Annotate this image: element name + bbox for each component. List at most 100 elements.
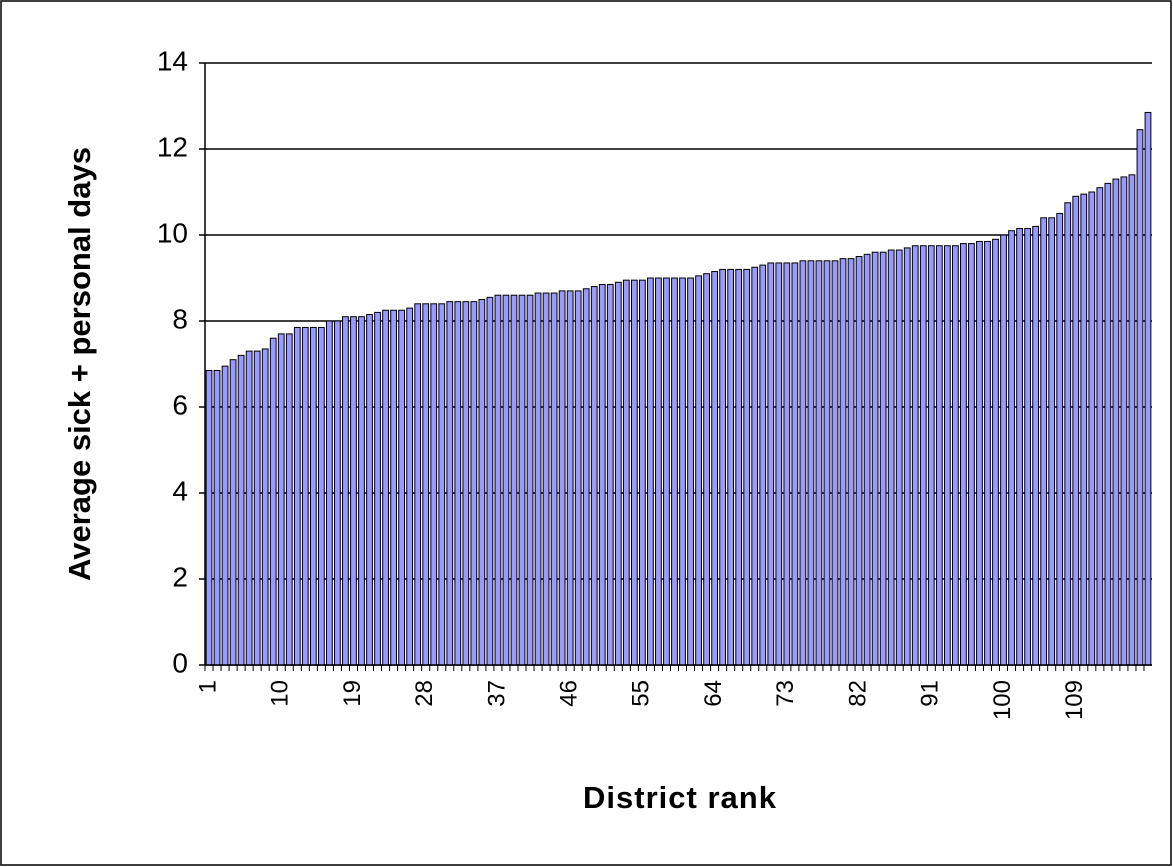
bar	[566, 290, 574, 666]
x-tick-label: 109	[1061, 680, 1088, 720]
bar	[871, 251, 879, 666]
bar	[462, 301, 470, 666]
bar	[454, 301, 462, 666]
bar	[606, 283, 614, 666]
bar	[855, 256, 863, 666]
bar	[350, 316, 357, 666]
bar	[1144, 111, 1152, 666]
bar	[831, 260, 839, 666]
y-tick-label: 12	[157, 131, 188, 162]
bar	[743, 268, 751, 666]
bar	[735, 268, 743, 666]
bar	[1096, 187, 1104, 666]
bar	[783, 262, 791, 666]
bar	[277, 333, 285, 666]
bar	[655, 277, 662, 666]
bar	[558, 290, 566, 666]
x-axis-title: District rank	[583, 780, 777, 815]
bar	[1072, 195, 1080, 666]
bar	[1024, 228, 1031, 666]
bar	[317, 326, 325, 666]
bar	[309, 326, 317, 666]
bar	[663, 277, 670, 666]
bar	[807, 260, 815, 666]
bar	[253, 350, 261, 666]
bar	[398, 309, 406, 666]
bar	[911, 245, 919, 666]
x-tick-label: 37	[483, 680, 510, 707]
bar	[382, 309, 389, 666]
bar	[727, 268, 735, 666]
bar	[510, 294, 518, 666]
bar	[951, 245, 959, 666]
bar	[847, 258, 855, 666]
bar	[919, 245, 927, 666]
bar	[992, 238, 999, 666]
bar	[935, 245, 943, 666]
bar	[550, 292, 558, 666]
bar	[695, 275, 702, 666]
bar	[960, 243, 967, 666]
bar	[582, 288, 590, 666]
bar	[759, 264, 767, 666]
bar	[775, 262, 783, 666]
bar	[751, 266, 759, 666]
bar	[1048, 217, 1056, 666]
bar	[1112, 178, 1120, 666]
x-tick-label: 1	[194, 680, 221, 693]
y-tick-label: 10	[157, 217, 188, 248]
bar	[1120, 176, 1128, 666]
bar	[719, 268, 727, 666]
x-tick-label: 46	[556, 680, 583, 707]
bar	[1080, 193, 1088, 666]
bar	[542, 292, 550, 666]
y-tick-label: 8	[172, 303, 188, 334]
bar	[430, 303, 438, 666]
y-tick-label: 0	[172, 647, 188, 678]
bar	[221, 365, 229, 666]
y-tick-label: 4	[172, 475, 188, 506]
bar	[927, 245, 935, 666]
bar	[1040, 217, 1048, 666]
bar	[293, 326, 301, 666]
bar	[229, 359, 237, 666]
bar	[1056, 213, 1064, 666]
bar	[366, 314, 373, 666]
bar	[438, 303, 446, 666]
bar	[518, 294, 526, 666]
y-tick-label: 6	[172, 389, 188, 420]
bar	[863, 253, 871, 666]
bar	[1000, 234, 1007, 666]
bar	[478, 299, 486, 666]
bar	[406, 307, 414, 666]
y-tick-label: 14	[157, 45, 188, 76]
x-tick-label: 64	[700, 680, 727, 707]
bars	[205, 111, 1152, 666]
bar	[1008, 230, 1015, 666]
bar	[1128, 174, 1136, 666]
bar	[390, 309, 397, 666]
bar	[630, 279, 638, 666]
bar	[342, 316, 349, 666]
bar	[245, 350, 253, 666]
bar	[839, 258, 847, 666]
bar	[205, 369, 213, 666]
bar	[446, 301, 454, 666]
bar	[269, 337, 277, 666]
bar	[671, 277, 678, 666]
bar	[1016, 228, 1023, 666]
bar	[647, 277, 654, 666]
bar	[984, 240, 991, 666]
bar	[711, 271, 719, 666]
bar	[334, 320, 341, 666]
bar	[903, 247, 911, 666]
x-tick-label: 55	[628, 680, 655, 707]
bar	[414, 303, 422, 666]
x-tick-label: 100	[989, 680, 1016, 720]
bar	[968, 243, 975, 666]
x-tick-label: 91	[917, 680, 944, 707]
bar	[261, 348, 269, 666]
bar	[534, 292, 542, 666]
bar	[358, 316, 365, 666]
bar	[638, 279, 646, 666]
